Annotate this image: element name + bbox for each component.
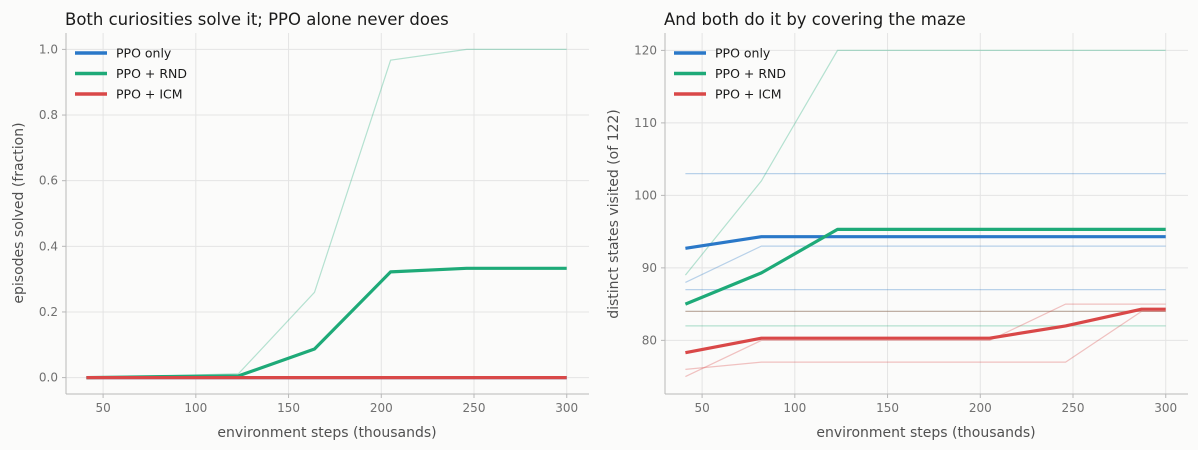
right-seed-line-rnd: [684, 49, 1166, 276]
right-panel: And both do it by covering the maze envi…: [606, 10, 1188, 441]
right-series-line-ppo: [685, 235, 1166, 250]
right-legend-label: PPO only: [715, 46, 771, 61]
right-y-tick-label: 80: [642, 333, 657, 347]
right-legend: PPO only PPO + RND PPO + ICM: [674, 46, 786, 102]
left-y-tick-label: 0.8: [39, 108, 58, 122]
right-seed-line-ppo: [685, 245, 1166, 283]
right-y-tick-label: 120: [634, 43, 657, 57]
left-x-tick-label: 100: [184, 401, 207, 415]
right-panel-title: And both do it by covering the maze: [664, 10, 966, 29]
left-x-tick-label: 250: [463, 401, 486, 415]
left-legend: PPO only PPO + RND PPO + ICM: [75, 46, 187, 102]
left-x-tick-label: 150: [277, 401, 300, 415]
left-y-axis-label: episodes solved (fraction): [11, 122, 27, 303]
left-y-tick-label: 1.0: [39, 42, 58, 56]
left-legend-label: PPO + ICM: [116, 87, 183, 102]
left-legend-label: PPO only: [116, 46, 172, 61]
right-legend-label: PPO + ICM: [715, 87, 782, 102]
right-y-tick-label: 100: [634, 188, 657, 202]
left-x-tick-label: 200: [370, 401, 393, 415]
right-x-tick-label: 100: [783, 401, 806, 415]
right-x-tick-label: 250: [1062, 401, 1085, 415]
right-x-tick-label: 300: [1154, 401, 1177, 415]
right-y-tick-label: 90: [642, 261, 657, 275]
left-y-tick-label: 0.4: [39, 239, 58, 253]
left-plot-area: 50 100 150 200 250 300 0.0 0.2 0.4 0.6 0.8 1.0 PPO o…: [39, 33, 589, 415]
left-x-tick-label: 300: [555, 401, 578, 415]
right-y-tick-label: 110: [634, 116, 657, 130]
right-x-tick-label: 150: [876, 401, 899, 415]
left-legend-label: PPO + RND: [116, 66, 187, 81]
left-panel: Both curiosities solve it; PPO alone nev…: [11, 10, 589, 441]
left-y-tick-label: 0.0: [39, 371, 58, 385]
right-x-tick-label: 50: [694, 401, 709, 415]
right-series-line-icm: [685, 307, 1166, 355]
right-seed-line-icm: [685, 310, 1166, 370]
left-x-tick-label: 50: [95, 401, 110, 415]
right-x-axis-label: environment steps (thousands): [816, 425, 1035, 441]
left-y-tick-label: 0.2: [39, 305, 58, 319]
right-legend-label: PPO + RND: [715, 66, 786, 81]
left-x-axis-label: environment steps (thousands): [217, 425, 436, 441]
right-series-line-rnd: [684, 227, 1166, 306]
left-panel-title: Both curiosities solve it; PPO alone nev…: [65, 10, 449, 29]
right-x-tick-label: 200: [969, 401, 992, 415]
right-seed-line-icm: [685, 303, 1166, 378]
left-y-tick-label: 0.6: [39, 174, 58, 188]
right-y-axis-label: distinct states visited (of 122): [606, 109, 622, 319]
